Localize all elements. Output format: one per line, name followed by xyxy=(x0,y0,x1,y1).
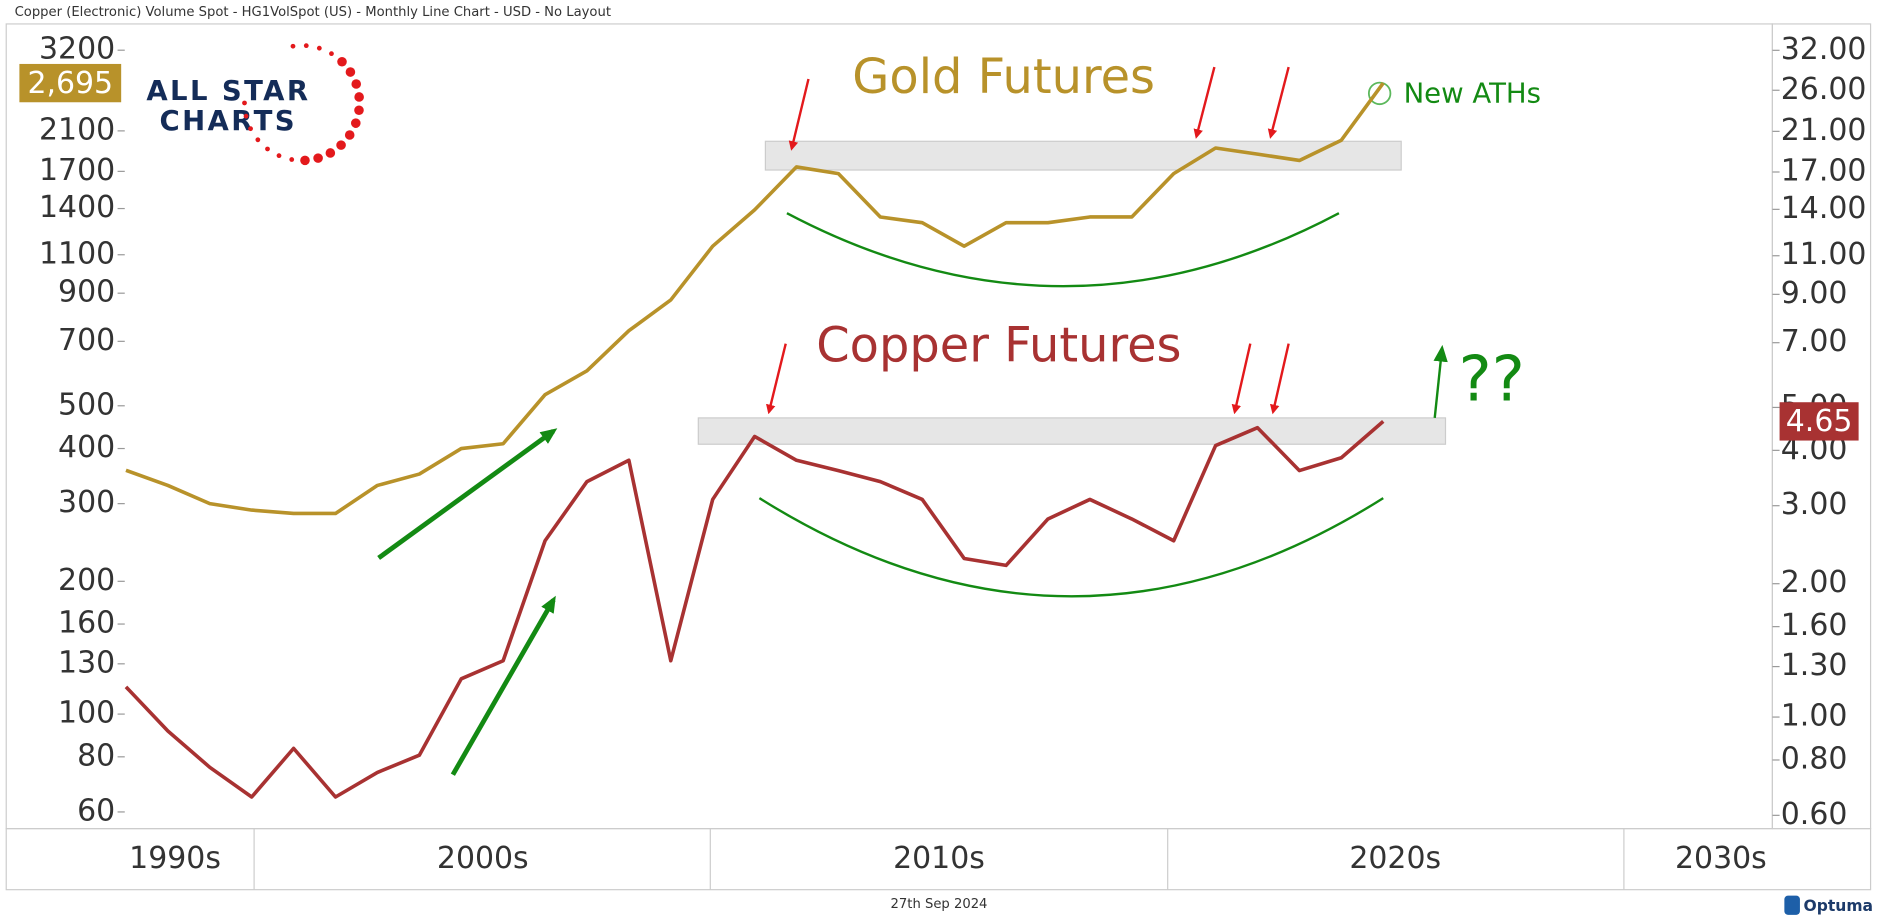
logo-star xyxy=(325,148,336,158)
price-tag-label: 2,695 xyxy=(27,66,113,101)
logo-star xyxy=(248,126,253,132)
y-tick-label: 400 xyxy=(58,430,115,465)
x-axis-frame xyxy=(5,828,1872,891)
arrow xyxy=(766,343,787,415)
logo-star xyxy=(354,105,364,116)
copper-title: Copper Futures xyxy=(816,318,1181,373)
red-arrows xyxy=(766,66,1290,415)
y-tick-label: 130 xyxy=(58,645,115,680)
y2-tick-label: 21.00 xyxy=(1781,113,1867,148)
y-tick-label: 200 xyxy=(58,563,115,598)
logo-star xyxy=(354,92,364,102)
series-line xyxy=(124,420,1385,799)
logo-star xyxy=(255,137,261,143)
arrow xyxy=(788,78,810,151)
y-tick-label: 80 xyxy=(77,738,115,773)
arrow xyxy=(1193,66,1216,139)
arrow xyxy=(1267,66,1290,139)
y-tick-label: 2100 xyxy=(39,112,115,147)
y2-tick-label: 17.00 xyxy=(1781,153,1867,188)
price-tag xyxy=(1779,402,1859,441)
logo-star xyxy=(351,118,361,128)
logo-star xyxy=(242,100,247,106)
y2-tick-label: 26.00 xyxy=(1781,72,1867,107)
logo-star xyxy=(316,45,322,51)
y-tick-label: 160 xyxy=(58,606,115,641)
y2-tick-label: 32.00 xyxy=(1781,32,1867,67)
arrow xyxy=(450,595,556,776)
logo-star xyxy=(265,146,270,152)
y-tick-label: 1700 xyxy=(39,153,115,188)
logo-star xyxy=(300,155,310,166)
base-arc xyxy=(786,212,1340,288)
logo-star xyxy=(337,56,347,67)
green-arrows xyxy=(377,428,558,776)
y2-tick-label: 3.00 xyxy=(1781,487,1848,522)
y-tick-label: 3200 xyxy=(39,32,115,67)
logo-star xyxy=(329,51,334,57)
x-tick-label: 2020s xyxy=(1349,841,1441,876)
resistance-band xyxy=(697,417,1447,445)
question-annotation: ?? xyxy=(1459,342,1525,415)
logo-star xyxy=(336,140,346,150)
logo-star xyxy=(313,153,323,163)
logo-text: ALL STAR xyxy=(146,75,310,107)
arrow xyxy=(377,428,558,560)
arrow xyxy=(1270,343,1290,415)
y-tick-label: 1400 xyxy=(39,190,115,225)
arrow xyxy=(1231,343,1252,415)
brand-icon xyxy=(1784,895,1800,915)
logo-star xyxy=(303,43,309,49)
footer-date: 27th Sep 2024 xyxy=(891,897,988,912)
series-line xyxy=(125,82,1385,516)
logo-star xyxy=(344,130,355,140)
decade-separators xyxy=(253,828,1625,890)
y2-tick-label: 7.00 xyxy=(1781,324,1848,359)
resistance-band xyxy=(764,140,1402,171)
y2-tick-label: 1.00 xyxy=(1781,699,1848,734)
y2-tick-label: 9.00 xyxy=(1781,276,1848,311)
ath-marker xyxy=(1367,81,1392,106)
y2-tick-label: 0.60 xyxy=(1781,797,1848,832)
logo-star xyxy=(345,67,356,77)
y2-tick-label: 1.60 xyxy=(1781,608,1848,643)
x-tick-label: 1990s xyxy=(129,841,221,876)
y-tick-label: 60 xyxy=(77,793,115,828)
y-tick-label: 100 xyxy=(58,696,115,731)
y-tick-label: 900 xyxy=(58,275,115,310)
logo-text: CHARTS xyxy=(159,105,297,137)
y-tick-label: 700 xyxy=(58,323,115,358)
y-tick-label: 500 xyxy=(58,387,115,422)
header: Copper (Electronic) Volume Spot - HG1Vol… xyxy=(15,5,611,20)
y2-tick-label: 2.00 xyxy=(1781,565,1848,600)
ath-annotation: New ATHs xyxy=(1404,78,1541,110)
price-tag-label: 4.65 xyxy=(1786,404,1853,439)
y-tick-label: 300 xyxy=(58,485,115,520)
x-tick-label: 2030s xyxy=(1675,841,1767,876)
logo: ALL STAR CHARTS xyxy=(146,43,364,166)
y2-tick-label: 14.00 xyxy=(1781,191,1867,226)
price-tag xyxy=(19,63,122,103)
y2-tick-label: 1.30 xyxy=(1781,648,1848,683)
logo-star xyxy=(243,113,249,119)
x-tick-label: 2000s xyxy=(437,841,529,876)
up-arrow xyxy=(1433,344,1448,419)
base-arc xyxy=(758,497,1384,598)
y2-tick-label: 0.80 xyxy=(1781,741,1848,776)
brand: Optuma xyxy=(1804,897,1874,915)
y2-tick-label: 11.00 xyxy=(1781,237,1867,272)
logo-star xyxy=(276,153,282,159)
x-tick-label: 2010s xyxy=(893,841,985,876)
logo-star xyxy=(289,157,295,162)
gold-title: Gold Futures xyxy=(852,50,1155,105)
logo-star xyxy=(290,43,296,49)
logo-star xyxy=(351,79,362,89)
y-tick-label: 1100 xyxy=(39,236,115,271)
